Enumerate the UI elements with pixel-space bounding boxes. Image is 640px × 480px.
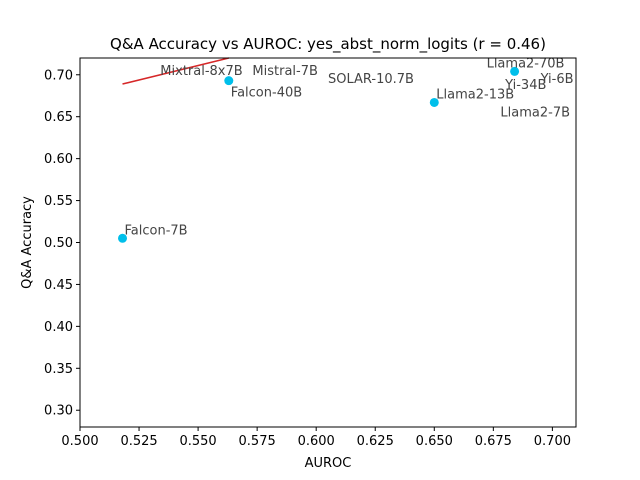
x-tick-label: 0.600 (298, 434, 335, 449)
x-tick-label: 0.500 (61, 434, 98, 449)
x-tick-label: 0.550 (179, 434, 216, 449)
fit-line (122, 57, 229, 85)
data-point (118, 233, 128, 243)
x-axis-label: AUROC (305, 456, 352, 471)
x-tick-label: 0.700 (534, 434, 571, 449)
x-tick-label: 0.625 (357, 434, 394, 449)
annotation-label: Yi-34B (504, 78, 546, 93)
data-point (224, 76, 234, 86)
annotation-label: Yi-6B (540, 72, 574, 87)
y-tick-label: 0.50 (44, 236, 73, 251)
point-label: Falcon-7B (125, 223, 188, 238)
x-tick-label: 0.575 (239, 434, 276, 449)
y-tick-label: 0.55 (44, 194, 73, 209)
annotation-label: Mistral-7B (252, 64, 318, 79)
chart-title: Q&A Accuracy vs AUROC: yes_abst_norm_log… (110, 35, 546, 54)
x-tick-label: 0.675 (475, 434, 512, 449)
point-label: Falcon-40B (231, 86, 302, 101)
data-point (510, 66, 520, 76)
y-tick-label: 0.35 (44, 362, 73, 377)
annotation-label: Llama2-7B (500, 106, 570, 121)
x-tick-label: 0.650 (416, 434, 453, 449)
y-tick-label: 0.65 (44, 110, 73, 125)
y-tick-label: 0.45 (44, 278, 73, 293)
data-point (429, 97, 439, 107)
y-tick-label: 0.40 (44, 320, 73, 335)
y-tick-label: 0.30 (44, 404, 73, 419)
y-axis-label: Q&A Accuracy (20, 196, 35, 289)
point-label: Llama2-70B (487, 56, 565, 71)
point-label: Llama2-13B (436, 87, 514, 102)
annotation-label: Mixtral-8x7B (160, 64, 242, 79)
y-tick-label: 0.70 (44, 68, 73, 83)
y-tick-label: 0.60 (44, 152, 73, 167)
x-tick-label: 0.525 (120, 434, 157, 449)
annotation-label: SOLAR-10.7B (328, 72, 414, 87)
